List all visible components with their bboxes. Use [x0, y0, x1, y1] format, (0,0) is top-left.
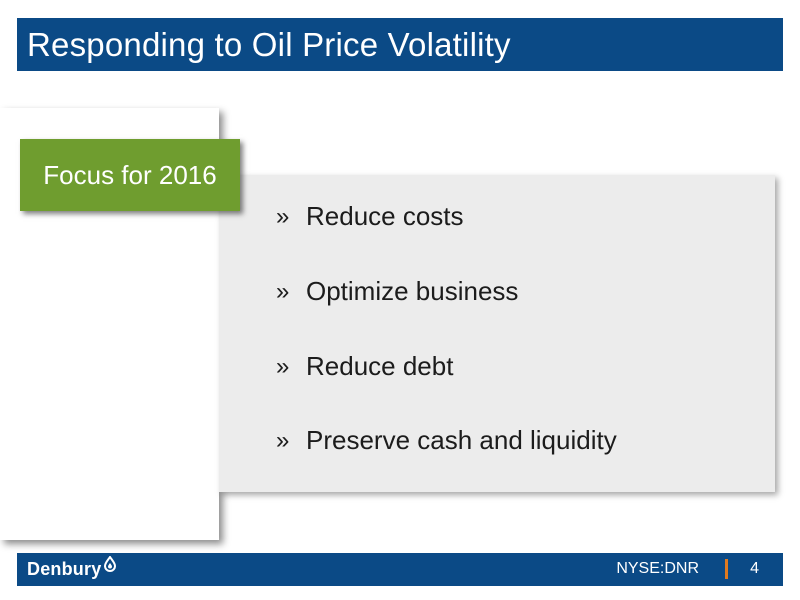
bullet-text: Optimize business	[306, 276, 519, 306]
bullet-chevron-icon: »	[276, 277, 290, 305]
slide-title: Responding to Oil Price Volatility	[27, 25, 511, 63]
title-bar: Responding to Oil Price Volatility	[17, 18, 783, 71]
bullet-chevron-icon: »	[276, 352, 290, 380]
bullet-chevron-icon: »	[276, 426, 290, 454]
page-number: 4	[750, 560, 759, 577]
bullet-item: » Reduce costs	[276, 201, 464, 232]
bullet-item: » Preserve cash and liquidity	[276, 425, 617, 456]
focus-label-text: Focus for 2016	[43, 159, 217, 190]
water-drop-icon	[103, 555, 117, 577]
bullet-text: Preserve cash and liquidity	[306, 425, 617, 455]
ticker-symbol: NYSE:DNR	[616, 560, 699, 577]
footer-divider	[725, 559, 728, 579]
bullet-item: » Reduce debt	[276, 351, 453, 382]
bullet-item: » Optimize business	[276, 276, 518, 307]
focus-label: Focus for 2016	[20, 139, 240, 211]
bullet-text: Reduce debt	[306, 351, 454, 381]
footer-bar: Denbury NYSE:DNR 4	[17, 553, 783, 586]
bullet-text: Reduce costs	[306, 201, 464, 231]
logo-text: Denbury	[27, 559, 102, 579]
content-box: » Reduce costs » Optimize business » Red…	[219, 175, 775, 492]
bullet-chevron-icon: »	[276, 202, 290, 230]
company-logo: Denbury	[27, 555, 117, 580]
